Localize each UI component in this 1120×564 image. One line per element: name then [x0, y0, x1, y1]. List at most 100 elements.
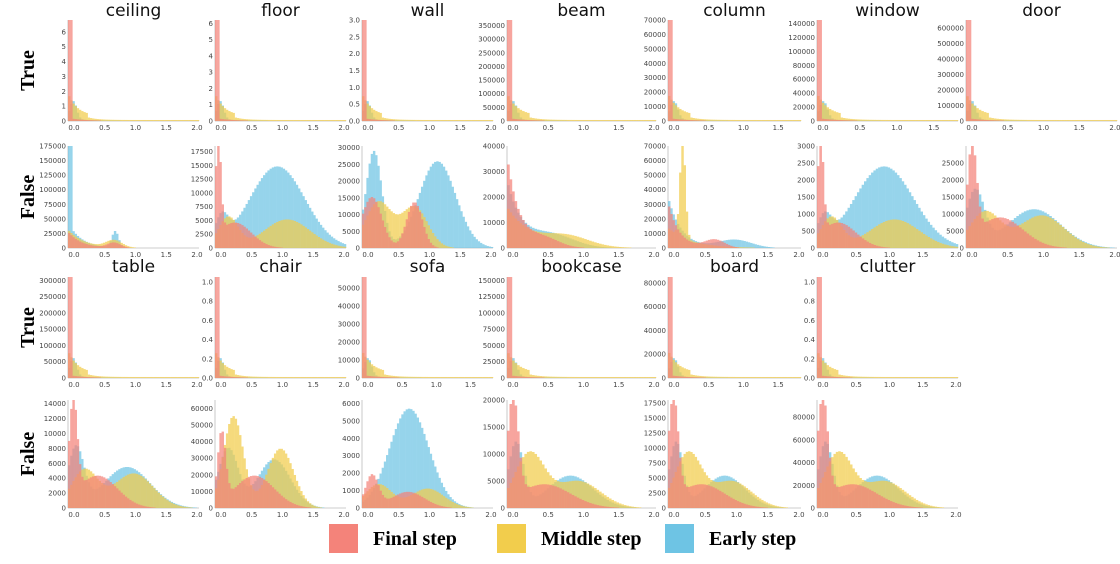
- histogram-bar: [707, 239, 711, 248]
- histogram-bar: [319, 376, 323, 378]
- histogram-bar: [431, 489, 435, 508]
- y-tick-label: 6000: [342, 400, 360, 408]
- histogram-bar: [918, 207, 921, 248]
- histogram-bar: [747, 247, 751, 248]
- histogram-bar: [232, 488, 235, 508]
- histogram-bar: [683, 484, 686, 508]
- histogram-bar: [899, 178, 902, 248]
- histogram-bar: [556, 119, 560, 121]
- histogram-bar: [100, 245, 104, 248]
- histogram-bar: [892, 119, 895, 121]
- histogram-bar: [423, 119, 426, 121]
- histogram-bar: [743, 486, 746, 508]
- histogram-bar: [300, 192, 303, 248]
- histogram-bar: [92, 245, 95, 248]
- histogram-bar: [164, 376, 167, 378]
- histogram-bar: [68, 440, 71, 508]
- histogram-bar: [252, 192, 255, 248]
- histogram-bar: [190, 119, 193, 121]
- x-tick-label: 1.5: [773, 124, 784, 132]
- histogram-bar: [447, 175, 450, 248]
- histogram-bar: [438, 493, 441, 508]
- histogram-panel: 0.0 0.5 1.0 1.5 2.00.00.20.40.60.81.0: [202, 277, 350, 389]
- histogram-bar: [531, 452, 535, 508]
- histogram-bar: [936, 506, 940, 508]
- histogram-bar: [245, 477, 248, 508]
- histogram-bar: [444, 506, 448, 508]
- histogram-bar: [546, 484, 550, 508]
- histogram-bar: [1031, 119, 1035, 121]
- histogram-bar: [247, 376, 251, 378]
- x-tick-label: 0.0: [362, 251, 373, 259]
- histogram-bar: [536, 232, 540, 248]
- histogram-bar: [74, 238, 77, 248]
- histogram-bar: [96, 475, 99, 508]
- histogram-bar: [1089, 119, 1093, 121]
- histogram-bar: [754, 119, 757, 121]
- histogram-bar: [866, 241, 869, 248]
- histogram-bar: [427, 500, 430, 508]
- histogram-bar: [230, 119, 233, 121]
- histogram-bar: [676, 229, 680, 248]
- histogram-bar: [276, 221, 279, 248]
- y-tick-label: 40000: [644, 60, 666, 68]
- histogram-bar: [436, 161, 439, 248]
- histogram-bar: [280, 495, 283, 508]
- histogram-bar: [399, 119, 402, 121]
- histogram-bar: [705, 376, 709, 378]
- histogram-bar: [556, 233, 560, 248]
- histogram-bar: [892, 376, 895, 378]
- histogram-bar: [304, 376, 307, 378]
- histogram-bar: [284, 376, 288, 378]
- histogram-bar: [271, 457, 275, 508]
- histogram-bar: [273, 119, 277, 121]
- histogram-bar: [444, 245, 448, 248]
- histogram-bar: [579, 237, 582, 248]
- histogram-bar: [903, 221, 907, 248]
- histogram-bar: [383, 118, 387, 121]
- histogram-bar: [778, 376, 782, 378]
- histogram-bar: [403, 411, 406, 508]
- y-tick-label: 3: [209, 69, 213, 77]
- histogram-bar: [875, 225, 879, 248]
- histogram-bar: [536, 377, 540, 378]
- y-tick-label: 5000: [342, 417, 360, 425]
- histogram-bar: [427, 119, 430, 121]
- histogram-bar: [304, 498, 307, 508]
- histogram-bar: [372, 109, 376, 121]
- histogram-bar: [401, 376, 404, 378]
- histogram-bar: [511, 375, 515, 378]
- y-tick-label: 100000: [788, 48, 815, 56]
- y-tick-label: 0.0: [202, 375, 213, 383]
- y-tick-label: 0: [209, 505, 213, 513]
- histogram-bar: [148, 119, 152, 121]
- histogram-bar: [507, 20, 510, 121]
- x-tick-label: 1.0: [277, 381, 288, 389]
- class-title: chair: [259, 257, 301, 277]
- y-tick-label: 150000: [39, 157, 66, 165]
- histogram-bar: [986, 120, 989, 121]
- x-tick-label: 0.5: [99, 124, 110, 132]
- histogram-bar: [842, 485, 846, 508]
- histogram-bar: [394, 242, 398, 248]
- x-tick-label: 1.5: [773, 381, 784, 389]
- histogram-bar: [794, 119, 797, 121]
- histogram-bar: [878, 119, 881, 121]
- series-middle: [507, 96, 657, 121]
- histogram-bar: [116, 119, 119, 121]
- histogram-bar: [462, 119, 465, 121]
- histogram-bar: [451, 186, 454, 248]
- histogram-bar: [981, 218, 984, 248]
- histogram-bar: [521, 219, 525, 248]
- histogram-bar: [337, 376, 340, 378]
- histogram-bar: [887, 220, 891, 248]
- histogram-bar: [734, 247, 737, 248]
- histogram-bar: [293, 119, 297, 121]
- series-final: [668, 20, 706, 121]
- histogram-bar: [1081, 119, 1085, 121]
- y-tick-label: 60000: [793, 436, 815, 444]
- histogram-bar: [824, 105, 827, 121]
- histogram-bar: [68, 232, 71, 248]
- histogram-bar: [838, 120, 841, 121]
- histogram-bar: [368, 476, 371, 508]
